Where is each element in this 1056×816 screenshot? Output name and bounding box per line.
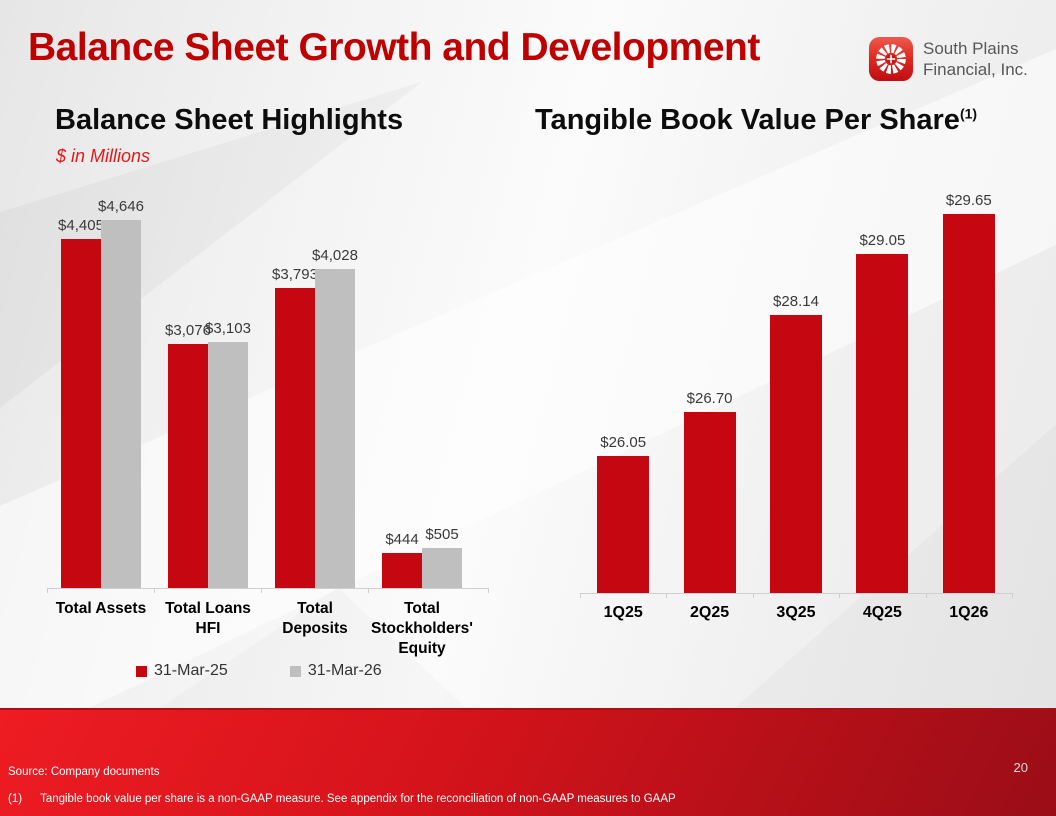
- company-name-line1: South Plains: [923, 39, 1019, 58]
- x-axis-line: [580, 593, 1012, 594]
- left-chart-legend: 31-Mar-25 31-Mar-26: [136, 662, 382, 680]
- legend-item: 31-Mar-26: [289, 662, 382, 680]
- bar-value-label: $3,103: [205, 320, 251, 338]
- bar-value-label: $505: [425, 526, 459, 544]
- legend-item: 31-Mar-25: [136, 662, 228, 680]
- axis-tick: [1012, 593, 1013, 598]
- bar-31-Mar-25-Total-Stockholders'-Equity: [382, 552, 422, 588]
- footnote-marker: (1): [8, 793, 23, 805]
- bar-31-Mar-25-Total-Assets: [61, 239, 101, 588]
- footnote-reference: (1): [959, 105, 978, 122]
- bar-value-label: $4,405: [58, 217, 104, 235]
- tangible-book-value-chart: $26.05 1Q25 $26.70 2Q25 $28.14 3Q25 $29.05 4Q25…: [580, 186, 1013, 621]
- category-label: Total Stockholders' Equity: [371, 600, 473, 657]
- category-label: 1Q26: [949, 604, 989, 621]
- axis-tick: [47, 588, 48, 593]
- source-note: Source: Company documents: [8, 766, 160, 778]
- legend-swatch-gray: [289, 665, 301, 677]
- bar-value-label: $26.70: [686, 389, 733, 407]
- bar-Tangible Book Value Per Share-2Q25: [683, 411, 736, 593]
- company-name: South Plains Financial, Inc.: [923, 38, 1028, 80]
- footnote: (1) Tangible book value per share is a n…: [8, 793, 676, 805]
- axis-tick: [488, 588, 489, 593]
- right-chart-title-text: Tangible Book Value Per Share: [535, 104, 960, 136]
- bar-31-Mar-26-Total-Deposits: [315, 268, 355, 588]
- left-chart-title: Balance Sheet Highlights: [55, 104, 404, 136]
- footnote-text: Tangible book value per share is a non-G…: [40, 793, 676, 805]
- bar-Tangible Book Value Per Share-3Q25: [770, 315, 822, 593]
- legend-swatch-red: [136, 665, 147, 677]
- balance-sheet-highlights-chart: $4,405 $4,646 Total Assets $3,076 $3,103 Tota…: [47, 188, 489, 657]
- bar-value-label: $4,028: [312, 246, 358, 264]
- company-name-line2: Financial, Inc.: [923, 60, 1028, 79]
- bar-value-label: $29.65: [945, 192, 992, 209]
- footer-band: Source: Company documents (1) Tangible b…: [0, 708, 1056, 816]
- bar-31-Mar-26-Total-Assets: [101, 220, 141, 588]
- category-label: 2Q25: [690, 604, 730, 621]
- bar-31-Mar-25-Total-Loans-HFI: [168, 344, 208, 588]
- bar-31-Mar-26-Total-Stockholders'-Equity: [422, 548, 462, 588]
- bar-value-label: $444: [385, 530, 419, 548]
- page-number: 20: [1013, 760, 1028, 775]
- category-label: Total Assets: [55, 600, 147, 617]
- legend-label: 31-Mar-25: [154, 662, 228, 679]
- bar-31-Mar-25-Total-Deposits: [275, 287, 315, 588]
- bar-value-label: $3,076: [165, 322, 211, 340]
- category-label: 4Q25: [862, 604, 902, 621]
- bar-value-label: $26.05: [600, 433, 647, 451]
- bar-value-label: $29.05: [859, 232, 906, 250]
- category-label: 1Q25: [603, 604, 643, 621]
- pinwheel-wheel-icon: [868, 36, 914, 82]
- category-label: Total Loans HFI: [165, 600, 251, 637]
- axis-tick: [368, 588, 369, 593]
- bar-value-label: $4,646: [98, 198, 144, 216]
- axis-tick: [752, 593, 754, 598]
- page-title: Balance Sheet Growth and Development: [28, 26, 760, 69]
- category-label: 3Q25: [776, 604, 816, 621]
- company-logo: South Plains Financial, Inc.: [868, 36, 1028, 82]
- bar-value-label: $3,793: [272, 265, 318, 283]
- bar-value-label: $28.14: [773, 293, 819, 311]
- bar-Tangible Book Value Per Share-1Q26: [942, 214, 995, 593]
- bar-31-Mar-26-Total-Loans-HFI: [208, 342, 248, 588]
- legend-label: 31-Mar-26: [307, 662, 382, 679]
- axis-tick: [154, 588, 155, 593]
- right-chart-title: Tangible Book Value Per Share(1): [535, 104, 977, 137]
- left-chart-subtitle: $ in Millions: [56, 146, 151, 166]
- bar-Tangible Book Value Per Share-1Q25: [597, 455, 650, 593]
- axis-tick: [666, 593, 668, 598]
- axis-tick: [839, 593, 841, 598]
- bar-Tangible Book Value Per Share-4Q25: [856, 254, 909, 593]
- axis-tick: [925, 593, 927, 598]
- category-label: Total Deposits: [282, 600, 348, 637]
- x-axis-line: [47, 588, 488, 589]
- axis-tick: [580, 593, 581, 598]
- axis-tick: [261, 588, 262, 593]
